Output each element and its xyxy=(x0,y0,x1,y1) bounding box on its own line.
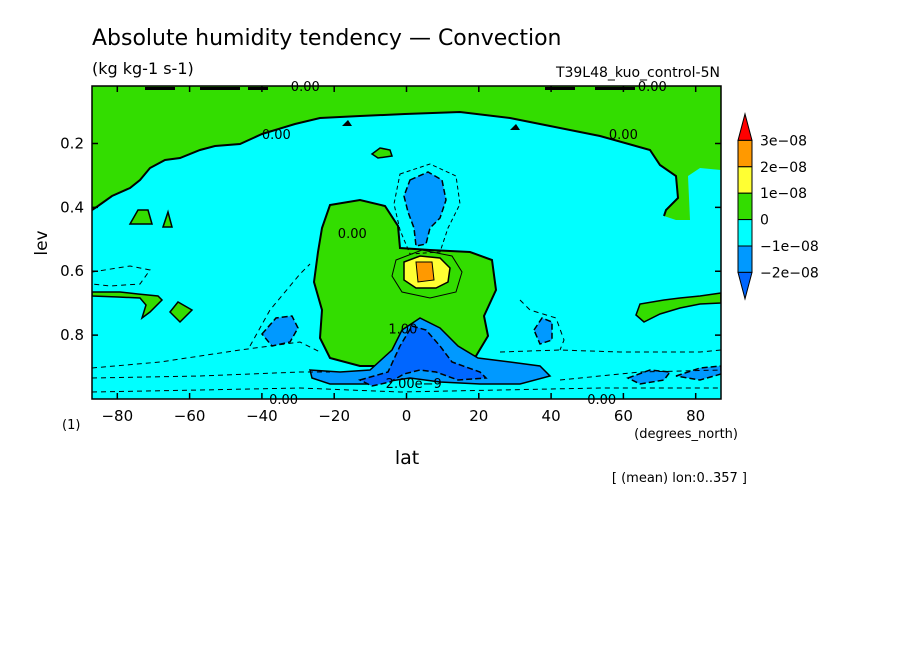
contour-label: 1.00 xyxy=(388,323,417,338)
y-axis-label: lev xyxy=(32,230,52,255)
x-tick-label: 80 xyxy=(686,407,705,425)
colorbar-label: −2e−08 xyxy=(760,265,819,281)
right-green-patch xyxy=(635,292,721,323)
run-label: T39L48_kuo_control-5N xyxy=(555,65,720,81)
x-tick-label: 40 xyxy=(542,407,561,425)
contour-label: 0.00 xyxy=(291,80,320,95)
colorbar-segment xyxy=(737,219,753,247)
green-island xyxy=(128,209,153,225)
central-green-tower xyxy=(312,198,498,367)
colorbar: 3e−08 2e−08 1e−08 0 −1e−08 −2e−08 xyxy=(737,112,819,301)
positive-core-orange xyxy=(415,261,435,283)
x-tick-label: 60 xyxy=(614,407,633,425)
x-axis: −80 −60 −40 −20 0 20 40 60 80 xyxy=(101,86,705,425)
y-axis-units: (1) xyxy=(62,418,80,433)
contour-labels: 0.00 0.00 0.00 0.00 0.00 1.00 2.00e−9 0.00 0.00 xyxy=(262,80,667,408)
negative-contours xyxy=(92,263,721,393)
upper-positive-region xyxy=(92,86,721,220)
contour-label: 0.00 xyxy=(338,227,367,242)
positive-core-outline xyxy=(391,249,463,299)
x-tick-label: 0 xyxy=(402,407,412,425)
colorbar-segment xyxy=(737,166,753,194)
right-blue-patch xyxy=(626,369,672,385)
x-tick-label: 20 xyxy=(469,407,488,425)
x-tick-label: −40 xyxy=(246,407,278,425)
chart-title: Absolute humidity tendency — Convection xyxy=(92,26,562,51)
green-island xyxy=(370,147,393,159)
x-axis-units: (degrees_north) xyxy=(634,427,738,442)
y-tick-label: 0.4 xyxy=(60,198,84,216)
contour-label: 0.00 xyxy=(609,128,638,143)
upper-blue-plume xyxy=(403,171,447,247)
contour-label: 0.00 xyxy=(262,128,291,143)
colorbar-label: 0 xyxy=(760,213,769,229)
colorbar-label: −1e−08 xyxy=(760,239,819,255)
x-tick-label: −60 xyxy=(174,407,206,425)
left-green-patch xyxy=(168,301,194,324)
colorbar-label: 3e−08 xyxy=(760,133,807,149)
left-green-patch xyxy=(92,291,164,320)
contour-label: 0.00 xyxy=(587,393,616,408)
right-blue-lobe xyxy=(533,317,553,345)
lower-blue-core xyxy=(357,325,488,387)
chart-units: (kg kg-1 s-1) xyxy=(92,59,194,78)
plot-area xyxy=(92,86,721,399)
y-axis: 0.2 0.4 0.6 0.8 xyxy=(60,134,721,344)
colorbar-segment xyxy=(737,245,753,273)
colorbar-label: 1e−08 xyxy=(760,186,807,202)
colorbar-label: 2e−08 xyxy=(760,160,807,176)
contour-label: 2.00e−9 xyxy=(386,377,442,392)
colorbar-top-triangle xyxy=(737,112,753,141)
colorbar-segment xyxy=(737,192,753,221)
x-axis-label: lat xyxy=(395,447,419,469)
upper-zero-contour xyxy=(92,110,680,217)
x-tick-label: −20 xyxy=(318,407,350,425)
green-island xyxy=(161,209,173,228)
y-tick-label: 0.8 xyxy=(60,326,84,344)
contour-label: 0.00 xyxy=(638,80,667,95)
right-blue-patch xyxy=(675,365,721,381)
y-tick-label: 0.6 xyxy=(60,262,84,280)
top-boundary-markers xyxy=(145,87,635,130)
colorbar-bottom-triangle xyxy=(737,271,753,301)
upper-blue-plume-outline xyxy=(393,163,461,255)
x-tick-label: −80 xyxy=(101,407,133,425)
y-tick-label: 0.2 xyxy=(60,134,84,152)
colorbar-segment xyxy=(737,139,753,168)
contour-label: 0.00 xyxy=(269,393,298,408)
footer-note: [ (mean) lon:0..357 ] xyxy=(612,471,747,486)
